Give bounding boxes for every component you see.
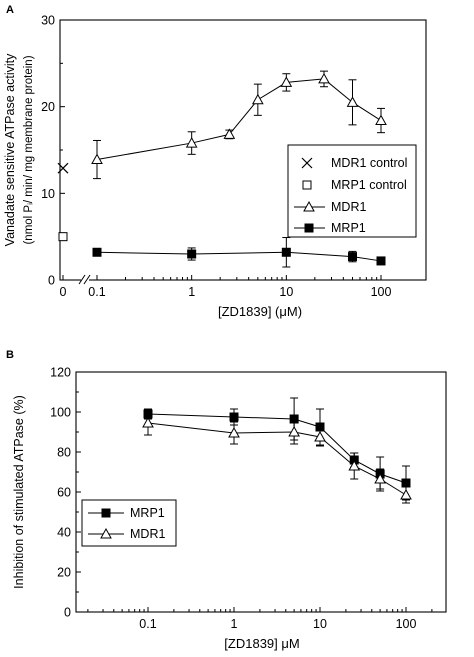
a-control-point-0-stroke-2 bbox=[57, 162, 69, 174]
b-ytick-label-0: 0 bbox=[64, 606, 71, 620]
panel-b-y-ticks: 0 20 40 60 80 100 120 bbox=[50, 366, 81, 620]
b-mdr1-point-0 bbox=[142, 416, 154, 428]
b-xtick-label-3: 100 bbox=[396, 617, 417, 631]
a-series-line-mrp1 bbox=[96, 251, 382, 262]
legend-a-mrp1-control: MRP1 control bbox=[331, 178, 407, 192]
a-mdr1-point-5 bbox=[318, 72, 330, 84]
a-mrp1-point-0 bbox=[92, 247, 102, 257]
legend-a-mdr1-marker bbox=[303, 200, 315, 212]
panel-b: B [ZD1839] μM Inhibition of stimulated A… bbox=[6, 349, 447, 651]
a-xtick-label-0: 0 bbox=[60, 285, 67, 299]
panel-b-legend: MRP1 MDR1 bbox=[81, 499, 177, 547]
a-xtick-label-3: 10 bbox=[279, 285, 293, 299]
panel-b-y-axis-label: Inhibition of stimulated ATPase (%) bbox=[12, 395, 26, 589]
panel-a-y-axis-label-line1: Vanadate sensitive ATPase activity bbox=[3, 53, 17, 246]
panel-a: A [ZD1839] (μM) Vanadate sensitive ATPas… bbox=[3, 4, 427, 319]
panel-a-axis-break bbox=[78, 274, 91, 285]
a-mdr1-point-1 bbox=[185, 137, 198, 148]
legend-a-mdr1-control-marker-stroke-2 bbox=[301, 157, 313, 169]
b-ytick-label-3: 60 bbox=[57, 486, 71, 500]
b-ytick-label-1: 20 bbox=[57, 566, 71, 580]
a-mdr1-point-2 bbox=[223, 128, 236, 139]
a-xtick-label-1: 0.1 bbox=[88, 285, 105, 299]
a-mrp1-point-1 bbox=[187, 249, 197, 259]
b-mdr1-point-2 bbox=[288, 425, 300, 437]
a-ytick-label-2: 20 bbox=[41, 100, 55, 114]
a-mrp1-point-4 bbox=[376, 256, 386, 266]
b-ytick-label-6: 120 bbox=[50, 366, 71, 380]
a-mdr1-point-4 bbox=[280, 76, 293, 87]
legend-b-mdr1-marker bbox=[100, 527, 112, 539]
a-xtick-label-2: 1 bbox=[188, 285, 195, 299]
b-xtick-label-1: 1 bbox=[231, 617, 238, 631]
a-mrp1-point-3 bbox=[348, 252, 358, 262]
a-ytick-label-1: 10 bbox=[41, 187, 55, 201]
panel-a-y-axis-label-line2: (nmol Pᵢ/ min/ mg membrane protein) bbox=[23, 55, 35, 244]
a-break-slash-2 bbox=[83, 274, 91, 285]
b-mdr1-point-5 bbox=[374, 472, 386, 484]
b-xtick-label-2: 10 bbox=[313, 617, 327, 631]
legend-b-mrp1-marker bbox=[101, 508, 111, 518]
b-ytick-label-2: 40 bbox=[57, 526, 71, 540]
panel-a-data-marks bbox=[57, 70, 387, 268]
panel-b-legend-box bbox=[81, 499, 177, 547]
a-xtick-label-4: 100 bbox=[371, 285, 392, 299]
b-xtick-label-0: 0.1 bbox=[139, 617, 156, 631]
b-mdr1-point-4 bbox=[348, 459, 361, 471]
panel-a-legend: MDR1 control MRP1 control MDR1 MRP1 bbox=[287, 144, 417, 238]
b-mrp1-point-6 bbox=[401, 478, 411, 488]
panel-b-label: B bbox=[6, 349, 14, 361]
panel-a-x-ticks: 0 0.1 1 10 100 bbox=[60, 275, 392, 299]
a-ytick-label-3: 30 bbox=[41, 14, 55, 28]
a-mrp1-point-2 bbox=[281, 247, 291, 257]
legend-a-mrp1-marker bbox=[304, 223, 314, 233]
a-mdr1-point-3 bbox=[251, 93, 264, 105]
b-mdr1-point-3 bbox=[314, 430, 326, 442]
b-ytick-label-4: 80 bbox=[57, 446, 71, 460]
legend-a-mrp1-control-marker bbox=[302, 180, 312, 190]
legend-a-mdr1-control: MDR1 control bbox=[331, 156, 407, 170]
a-break-slash-1 bbox=[78, 274, 86, 285]
panel-a-y-ticks: 0 10 20 30 bbox=[41, 14, 65, 288]
a-mdr1-point-6 bbox=[346, 96, 359, 107]
a-mdr1-point-0 bbox=[91, 153, 103, 165]
panel-b-plot-frame bbox=[75, 371, 447, 613]
b-mdr1-point-6 bbox=[400, 488, 412, 500]
legend-a-mdr1: MDR1 bbox=[331, 200, 366, 214]
legend-b-mdr1: MDR1 bbox=[130, 527, 165, 541]
legend-a-mdr1-control-marker bbox=[301, 157, 313, 169]
b-ytick-label-5: 100 bbox=[50, 406, 71, 420]
panel-b-data-marks bbox=[142, 397, 412, 504]
panel-a-label: A bbox=[6, 4, 14, 16]
b-mrp1-point-1 bbox=[229, 412, 239, 422]
a-control-point-1 bbox=[58, 232, 68, 242]
a-control-point-0 bbox=[57, 162, 69, 174]
a-mdr1-point-7 bbox=[375, 114, 387, 126]
legend-a-mrp1: MRP1 bbox=[331, 221, 366, 235]
legend-b-mrp1: MRP1 bbox=[130, 506, 165, 520]
panel-b-x-ticks: 0.1 1 10 100 bbox=[87, 607, 433, 631]
a-series-line-mdr1 bbox=[96, 78, 382, 161]
b-series-line-mdr1 bbox=[147, 422, 407, 496]
panel-b-x-axis-label: [ZD1839] μM bbox=[224, 636, 299, 651]
b-mdr1-point-1 bbox=[228, 426, 240, 438]
a-ytick-label-0: 0 bbox=[48, 274, 55, 288]
panel-a-x-axis-label: [ZD1839] (μM) bbox=[218, 304, 302, 319]
a-break-gap bbox=[81, 277, 89, 283]
